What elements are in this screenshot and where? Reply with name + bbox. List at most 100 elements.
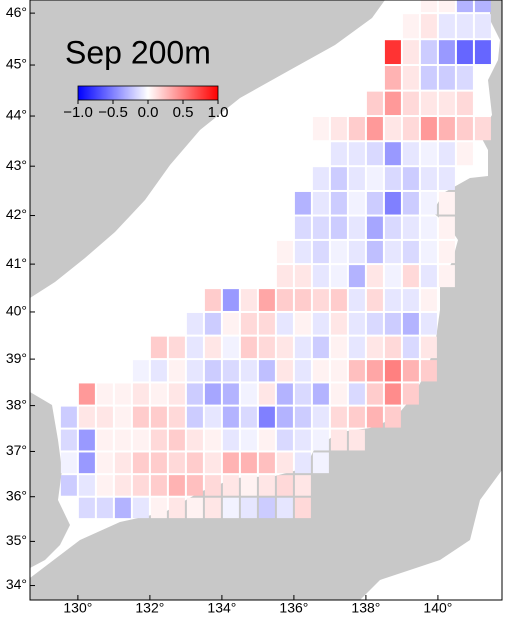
- cell: [348, 429, 365, 451]
- x-tick-label: 130°: [63, 600, 92, 616]
- cell: [420, 289, 437, 311]
- cell: [456, 117, 473, 141]
- cell: [114, 406, 131, 428]
- colorbar-tick-label: −0.5: [98, 104, 128, 121]
- cell: [456, 91, 473, 116]
- x-tick-label: 138°: [351, 600, 380, 616]
- cell: [222, 360, 239, 382]
- y-tick-label: 37°: [6, 442, 27, 458]
- cell: [312, 406, 329, 428]
- cell: [330, 336, 347, 359]
- cell: [366, 312, 383, 335]
- cell: [330, 312, 347, 335]
- cell: [96, 475, 113, 496]
- cell: [150, 383, 167, 405]
- cell: [384, 289, 401, 311]
- cell: [402, 265, 419, 288]
- colorbar-tick-label: 0.5: [173, 104, 194, 121]
- cell: [132, 383, 149, 405]
- cell: [402, 167, 419, 190]
- cell: [312, 216, 329, 239]
- cell: [294, 429, 311, 451]
- cell: [168, 429, 185, 451]
- cell: [384, 91, 401, 116]
- cell: [420, 240, 437, 264]
- cell: [420, 91, 437, 116]
- cell: [420, 40, 437, 65]
- cell: [348, 360, 365, 382]
- cell: [366, 117, 383, 141]
- cell: [384, 216, 401, 239]
- x-tick-label: 136°: [279, 600, 308, 616]
- cell: [276, 383, 293, 405]
- cell: [474, 14, 491, 39]
- cell: [384, 191, 401, 215]
- cell: [348, 216, 365, 239]
- cell: [96, 383, 113, 405]
- cell: [168, 383, 185, 405]
- cell: [186, 497, 203, 519]
- cell: [402, 383, 419, 405]
- cell: [294, 312, 311, 335]
- cell: [402, 240, 419, 264]
- cell: [330, 383, 347, 405]
- cell: [402, 191, 419, 215]
- cell: [294, 475, 311, 496]
- cell: [258, 475, 275, 496]
- cell: [294, 336, 311, 359]
- cell: [438, 14, 455, 39]
- cell: [402, 117, 419, 141]
- cell: [384, 167, 401, 190]
- cell: [258, 429, 275, 451]
- cell: [294, 360, 311, 382]
- cell: [348, 167, 365, 190]
- y-tick-label: 43°: [6, 157, 27, 173]
- cell: [294, 452, 311, 474]
- cell: [348, 191, 365, 215]
- cell: [114, 429, 131, 451]
- cell: [168, 336, 185, 359]
- cell: [222, 289, 239, 311]
- cell: [348, 240, 365, 264]
- cell: [204, 452, 221, 474]
- cell: [456, 40, 473, 65]
- cell: [258, 406, 275, 428]
- cell: [60, 429, 77, 451]
- cell: [96, 497, 113, 519]
- cell: [420, 66, 437, 90]
- cell: [348, 142, 365, 166]
- cell: [240, 360, 257, 382]
- cell: [114, 497, 131, 519]
- cell: [186, 383, 203, 405]
- cell: [294, 191, 311, 215]
- cell: [276, 429, 293, 451]
- cell: [330, 289, 347, 311]
- cell: [402, 91, 419, 116]
- cell: [96, 406, 113, 428]
- cell: [366, 91, 383, 116]
- cell: [240, 429, 257, 451]
- cell: [186, 452, 203, 474]
- cell: [204, 383, 221, 405]
- y-tick-label: 44°: [6, 107, 27, 123]
- land-asia: [30, 0, 385, 298]
- cell: [366, 360, 383, 382]
- cell: [186, 312, 203, 335]
- cell: [420, 216, 437, 239]
- cell: [330, 429, 347, 451]
- cell: [222, 452, 239, 474]
- cell: [276, 240, 293, 264]
- cell: [312, 429, 329, 451]
- cell: [204, 406, 221, 428]
- cell: [60, 452, 77, 474]
- cell: [402, 14, 419, 39]
- y-tick-label: 38°: [6, 396, 27, 412]
- cell: [78, 383, 95, 405]
- cell: [114, 383, 131, 405]
- cell: [258, 360, 275, 382]
- cell: [384, 406, 401, 428]
- cell: [456, 142, 473, 166]
- cell: [276, 406, 293, 428]
- y-tick-label: 35°: [6, 532, 27, 548]
